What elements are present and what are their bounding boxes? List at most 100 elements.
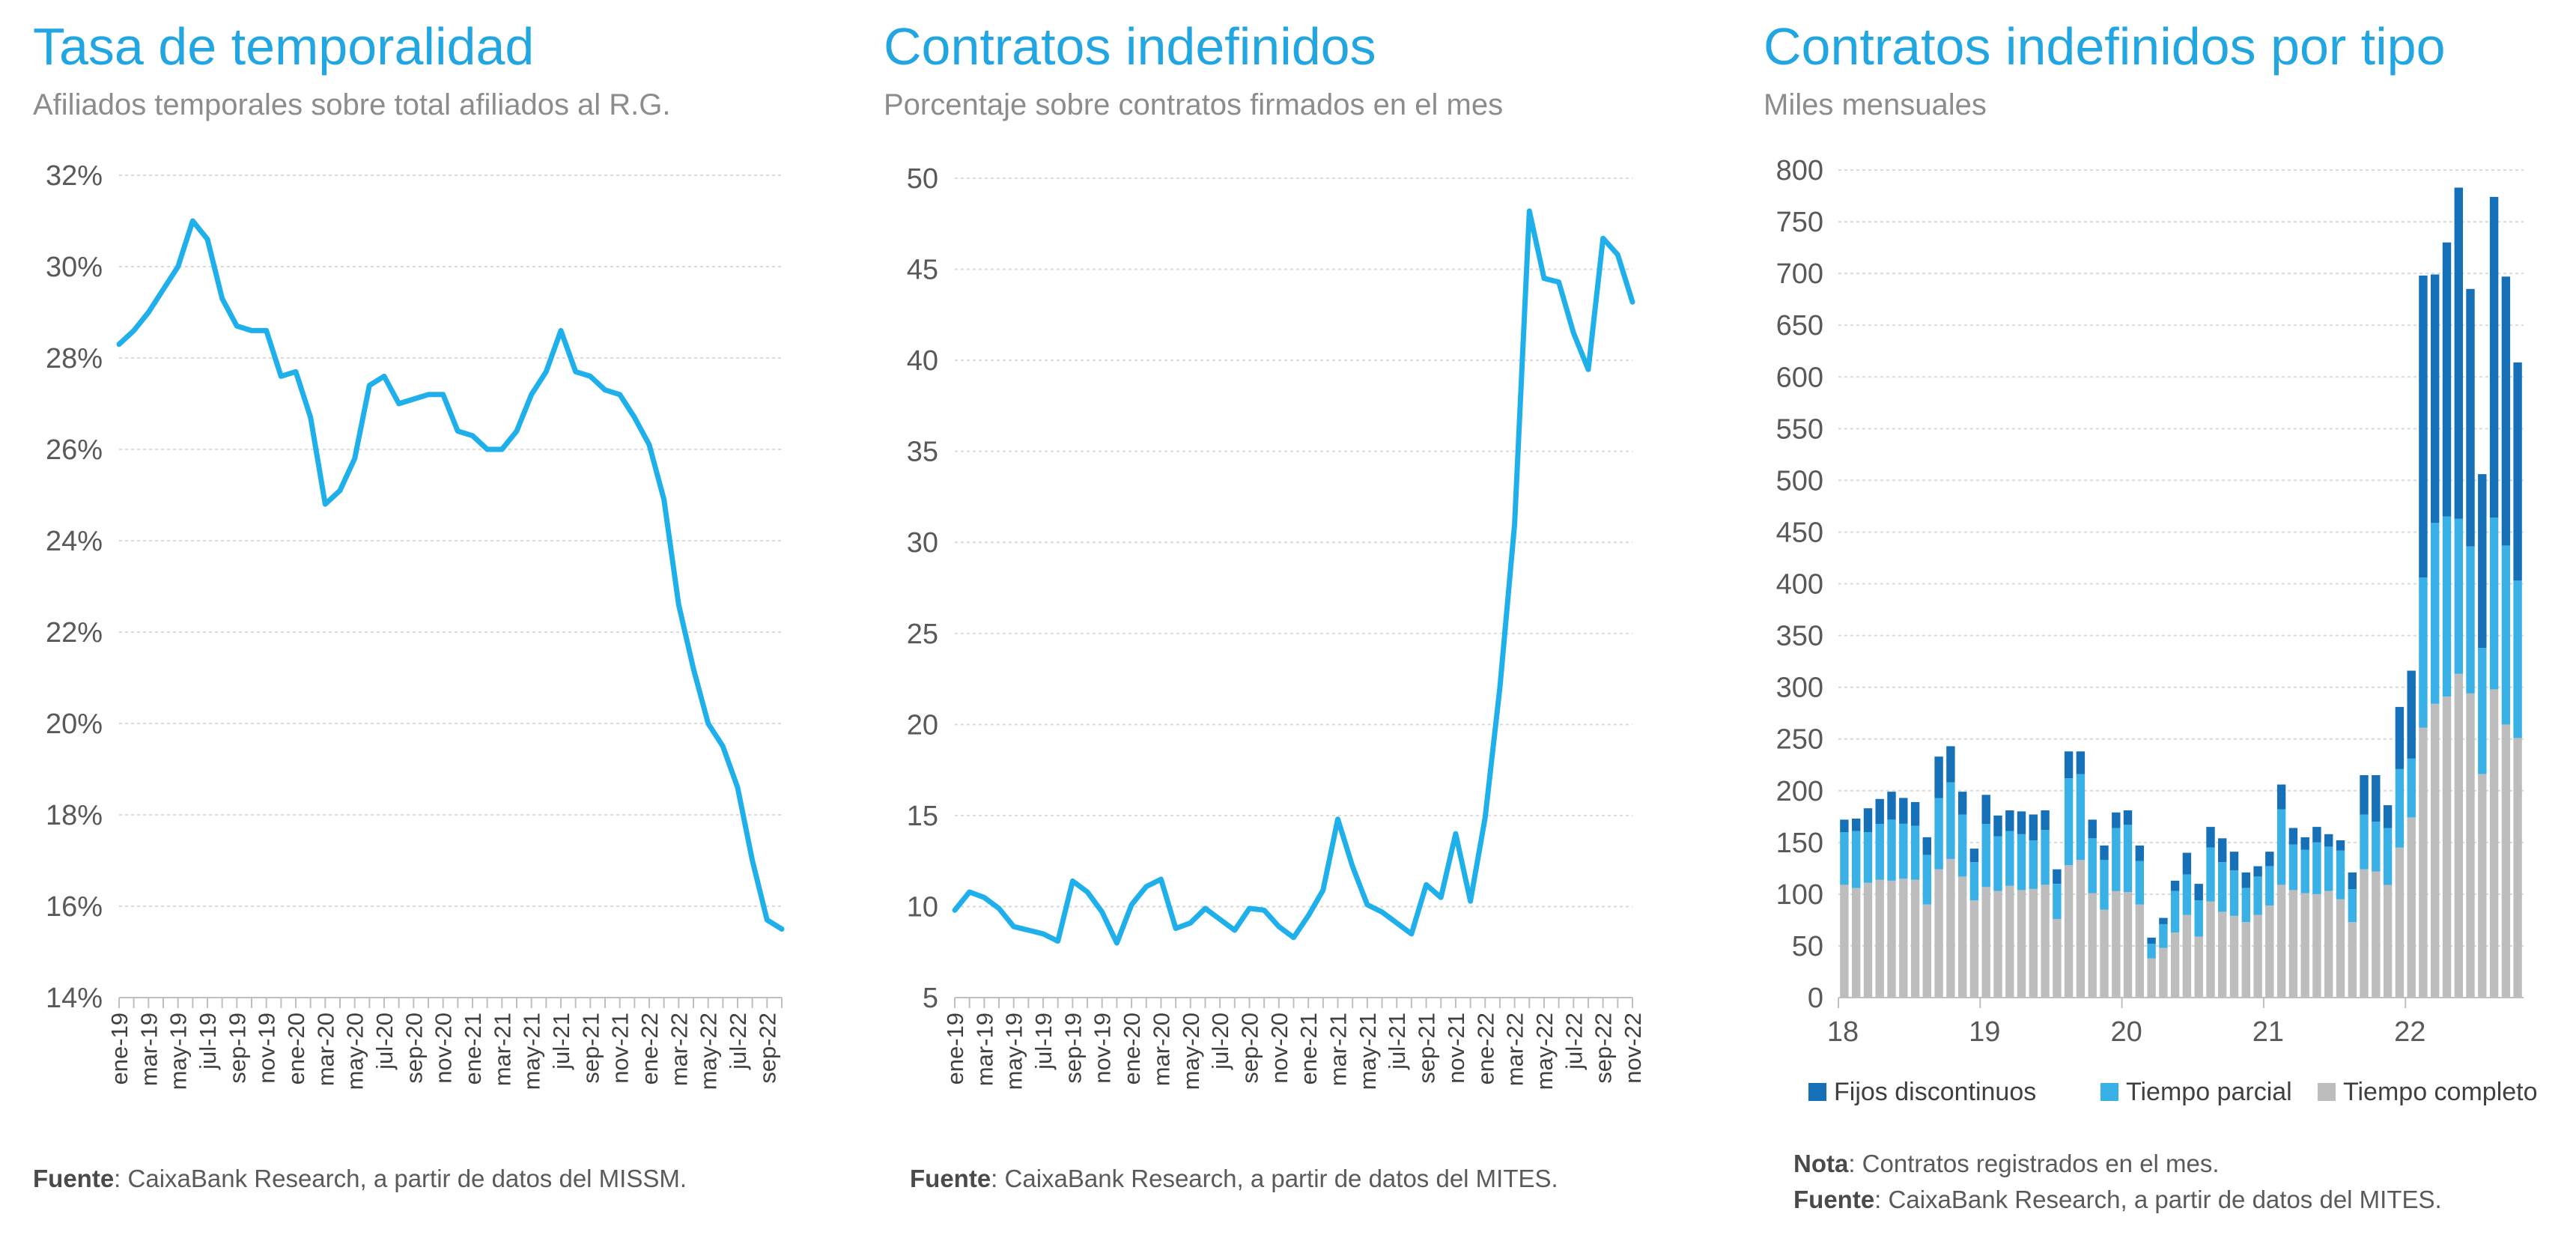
bar-segment xyxy=(1922,855,1931,905)
x-tick-label: ene-21 xyxy=(1295,1013,1322,1085)
bar-segment xyxy=(2135,904,2144,998)
bar-segment xyxy=(1887,792,1896,820)
bar-segment xyxy=(2159,917,2168,924)
x-tick-label: jul-20 xyxy=(371,1013,398,1070)
x-tick-label: jul-19 xyxy=(195,1013,221,1070)
bar-segment xyxy=(1981,887,1990,998)
y-tick-label: 30 xyxy=(907,527,938,559)
y-tick-label: 24% xyxy=(46,526,103,557)
bar-segment xyxy=(1981,795,1990,824)
chart-title: Tasa de temporalidad xyxy=(33,17,535,76)
bar-segment xyxy=(2064,778,2074,866)
permanent-contracts-panel: Contratos indefinidos Porcentaje sobre c… xyxy=(884,0,1670,1238)
bar-segment xyxy=(2159,923,2168,948)
y-tick-label: 50 xyxy=(1792,931,1823,962)
bar-segment xyxy=(2064,865,2074,998)
bar-segment xyxy=(2288,890,2298,998)
bar-segment xyxy=(1958,814,1967,877)
y-tick-label: 10 xyxy=(907,891,938,923)
bar-segment xyxy=(2194,884,2203,901)
bar-segment xyxy=(2372,775,2381,822)
legend-label: Tiempo completo xyxy=(2343,1078,2538,1106)
bar-segment xyxy=(2076,751,2086,774)
y-tick-label: 450 xyxy=(1776,517,1823,548)
x-tick-label: sep-19 xyxy=(1060,1013,1086,1084)
source-note: Fuente: CaixaBank Research, a partir de … xyxy=(910,1165,1558,1193)
contracts-stacked-bar-chart: 8007507006506005505004504003503002502001… xyxy=(1776,155,2538,1106)
bar-segment xyxy=(2135,846,2144,861)
bar-segment xyxy=(2454,187,2463,519)
source-text: : CaixaBank Research, a partir de datos … xyxy=(1874,1186,2442,1213)
x-tick-label: nov-21 xyxy=(607,1013,634,1084)
bar-segment xyxy=(2041,884,2050,998)
bar-segment xyxy=(1981,824,1990,887)
bar-segment xyxy=(2206,901,2215,998)
bar-segment xyxy=(2372,871,2381,998)
bar-segment xyxy=(2501,724,2511,998)
x-tick-label: jul-22 xyxy=(1561,1013,1587,1070)
y-tick-label: 100 xyxy=(1776,879,1823,911)
bar-segment xyxy=(1875,798,1884,824)
bar-segment xyxy=(2454,673,2463,998)
bar-segment xyxy=(1852,887,1861,998)
x-tick-label: mar-22 xyxy=(666,1013,692,1086)
legend-swatch xyxy=(2318,1083,2336,1101)
bar-segment xyxy=(2513,362,2522,581)
x-tick-label: may-19 xyxy=(165,1013,192,1090)
bar-segment xyxy=(2300,849,2309,893)
bar-segment xyxy=(1922,837,1931,855)
bar-segment xyxy=(2088,893,2097,998)
x-tick-label: sep-22 xyxy=(1591,1013,1617,1084)
bar-segment xyxy=(2501,276,2511,546)
bar-segment xyxy=(2076,860,2086,998)
y-tick-label: 15 xyxy=(907,801,938,832)
bar-segment xyxy=(2218,838,2227,863)
bar-segment xyxy=(2288,844,2298,890)
y-tick-label: 600 xyxy=(1776,362,1823,393)
legend-swatch xyxy=(2100,1083,2118,1101)
bar-segment xyxy=(2372,822,2381,872)
bar-segment xyxy=(2513,738,2522,998)
bar-segment xyxy=(2276,784,2286,810)
bar-segment xyxy=(2053,869,2062,884)
bar-segment xyxy=(2088,838,2097,893)
bar-segment xyxy=(1910,879,1920,998)
legend-label: Tiempo parcial xyxy=(2126,1078,2292,1106)
y-tick-label: 32% xyxy=(46,160,103,192)
y-tick-label: 26% xyxy=(46,434,103,466)
bar-segment xyxy=(2383,884,2393,998)
x-tick-label: mar-21 xyxy=(489,1013,515,1086)
bar-segment xyxy=(2123,810,2133,825)
bar-segment xyxy=(2194,900,2203,937)
x-tick-label: 18 xyxy=(1827,1016,1859,1048)
bar-segment xyxy=(2088,819,2097,839)
bar-segment xyxy=(2489,689,2499,998)
bar-segment xyxy=(1993,815,2002,837)
y-tick-label: 700 xyxy=(1776,258,1823,290)
bar-segment xyxy=(1969,849,1979,863)
bar-segment xyxy=(2229,852,2239,871)
source-text: : CaixaBank Research, a partir de datos … xyxy=(114,1165,687,1192)
bar-segment xyxy=(2407,670,2416,759)
x-tick-label: mar-22 xyxy=(1502,1013,1528,1086)
legend-label: Fijos discontinuos xyxy=(1834,1078,2036,1106)
bar-segment xyxy=(2501,545,2511,725)
bar-segment xyxy=(2395,706,2405,769)
x-tick-label: ene-22 xyxy=(637,1013,663,1085)
x-tick-label: ene-20 xyxy=(283,1013,309,1085)
bar-segment xyxy=(2442,516,2452,697)
bar-segment xyxy=(2348,872,2357,889)
x-tick-label: sep-21 xyxy=(577,1013,604,1084)
bar-segment xyxy=(1840,832,1849,885)
bar-segment xyxy=(1946,782,1955,859)
x-tick-label: jul-22 xyxy=(725,1013,751,1070)
bar-segment xyxy=(2017,890,2026,998)
legend-swatch xyxy=(1808,1083,1826,1101)
bar-segment xyxy=(2360,814,2369,870)
bar-segment xyxy=(2265,852,2274,867)
y-tick-label: 750 xyxy=(1776,207,1823,238)
bar-segment xyxy=(2431,274,2440,523)
bar-segment xyxy=(2053,884,2062,920)
x-tick-label: 19 xyxy=(1969,1016,2000,1048)
bar-segment xyxy=(1863,832,1873,883)
